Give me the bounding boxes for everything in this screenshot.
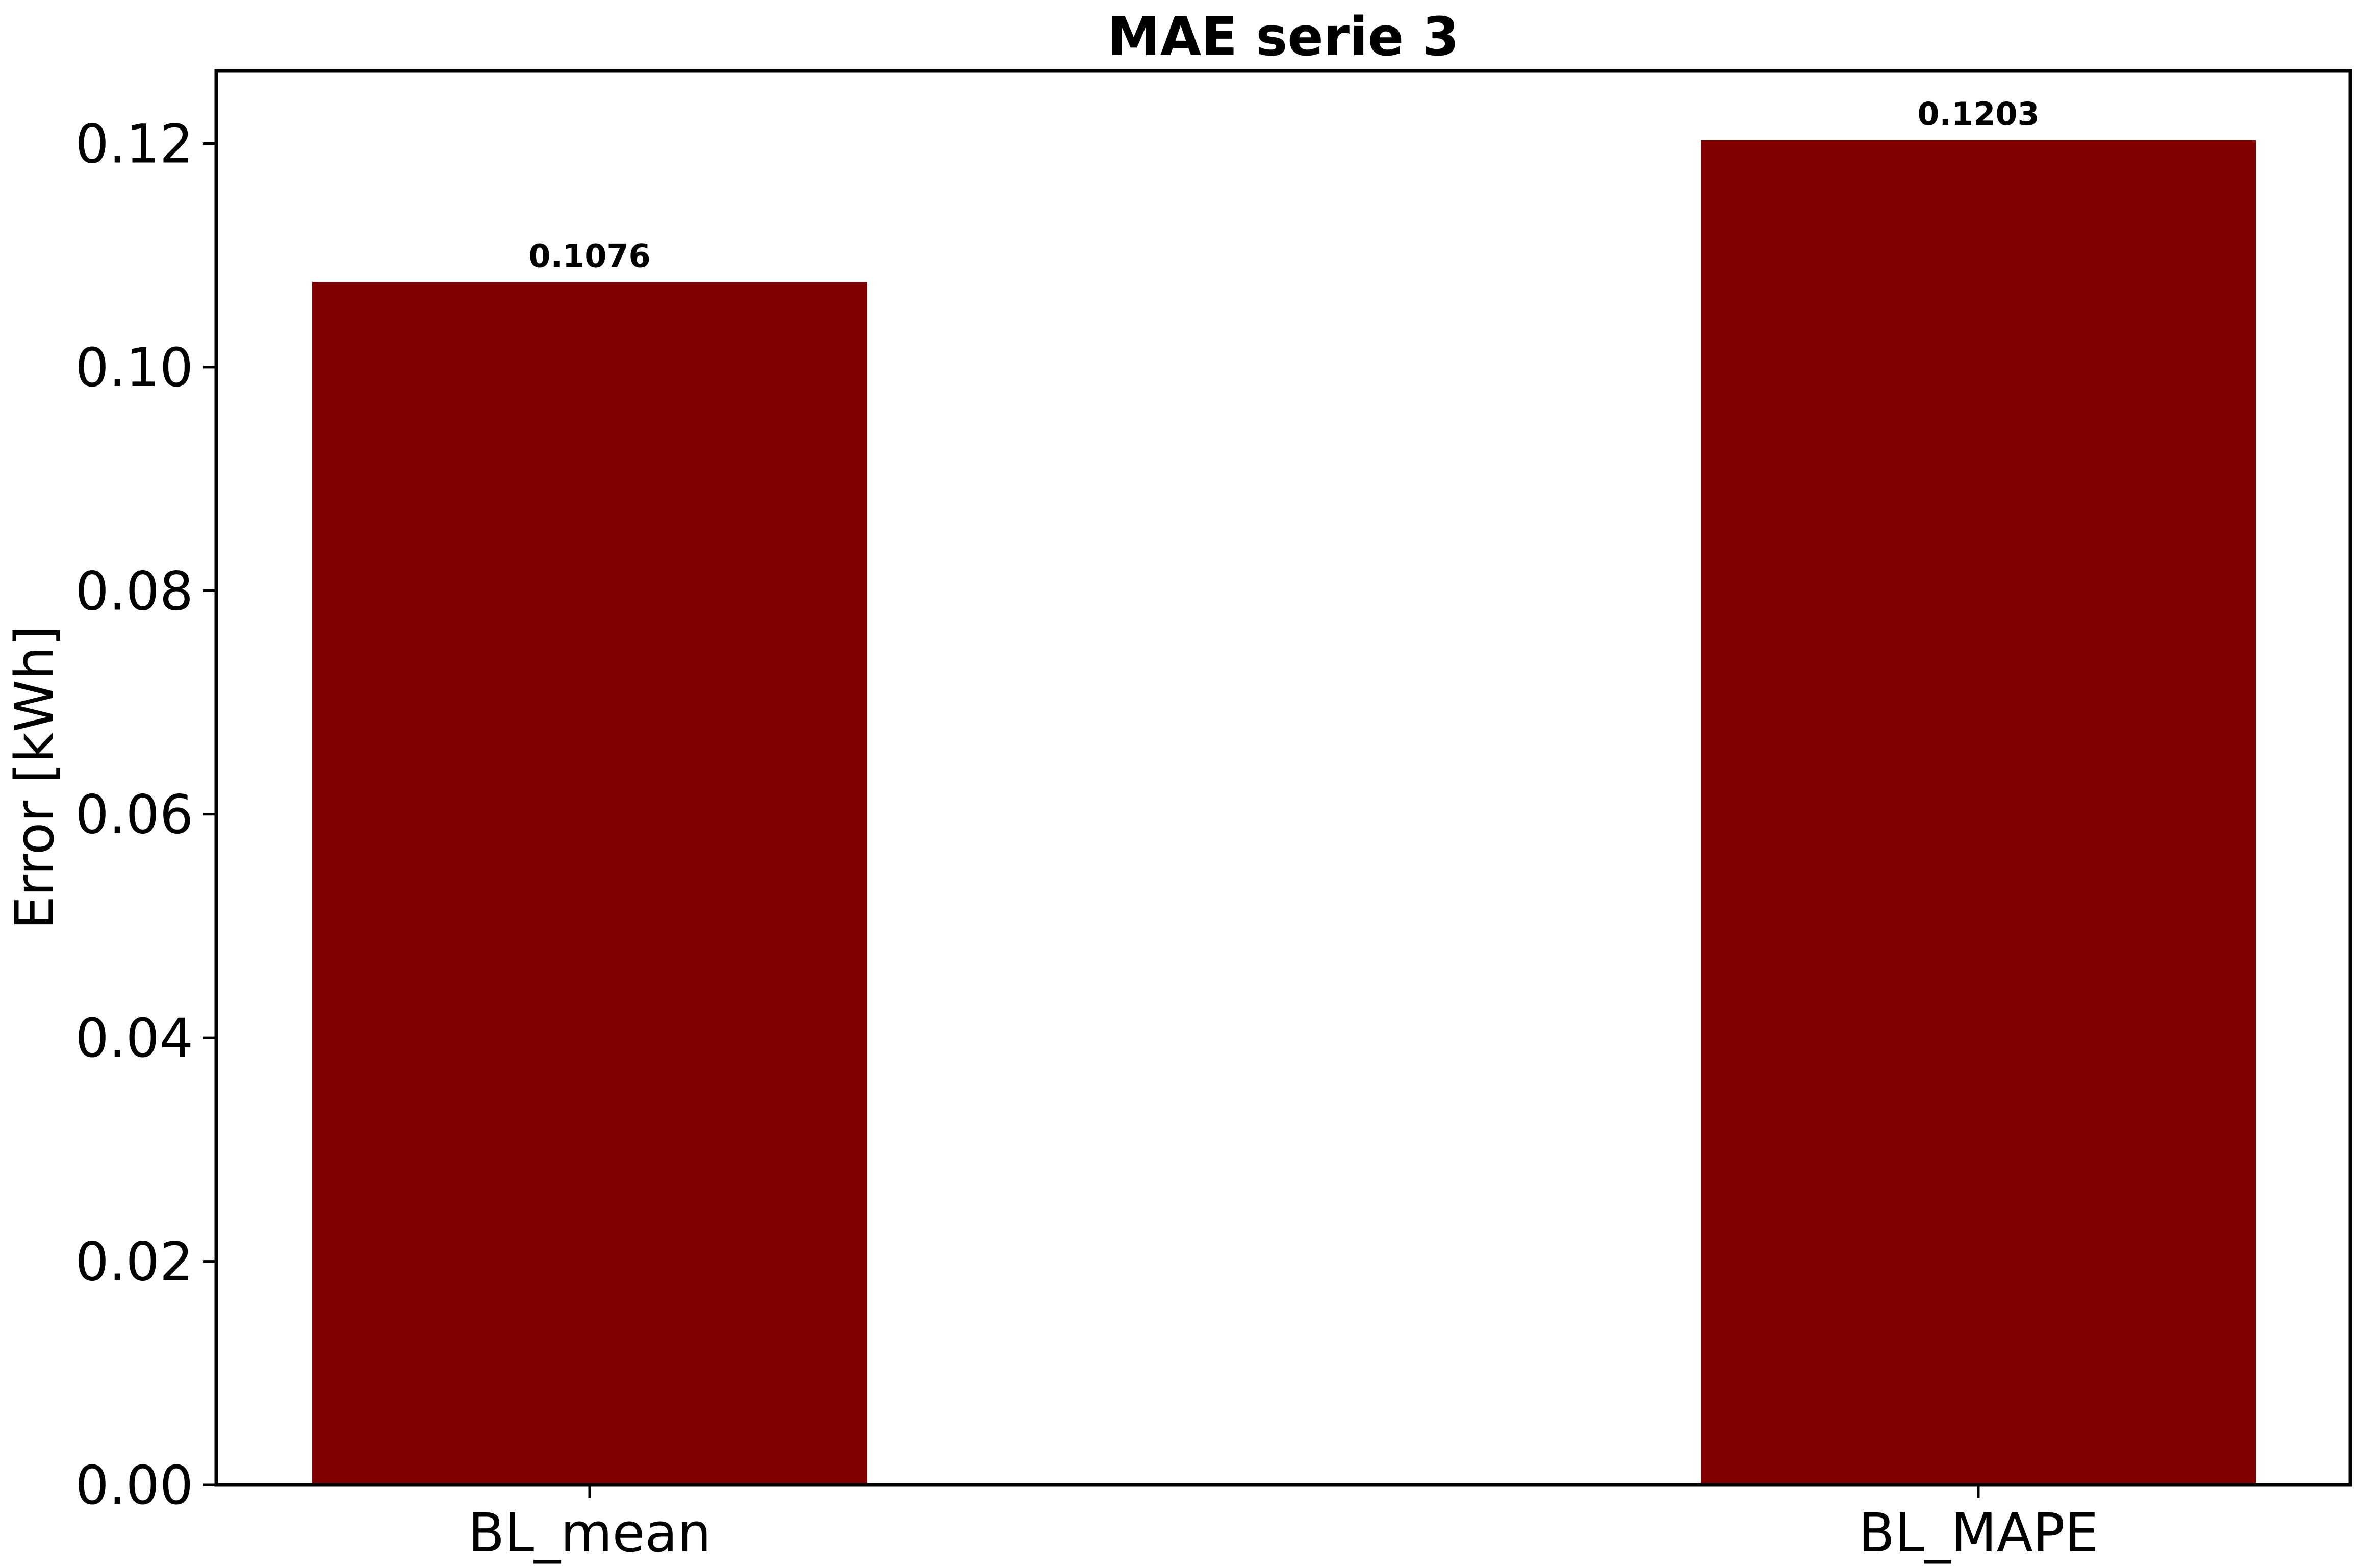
y-axis-ticks: 0.00 0.02 0.04 0.06 0.08 0.10 0.12 bbox=[75, 113, 216, 1516]
y-tick-label: 0.06 bbox=[75, 784, 193, 846]
bar-value-label: 0.1076 bbox=[528, 237, 650, 274]
bar-value-label: 0.1203 bbox=[1917, 95, 2039, 133]
chart-title: MAE serie 3 bbox=[1107, 6, 1459, 68]
bar-labels-group: 0.1076 0.1203 bbox=[528, 95, 2039, 274]
x-tick-label: BL_MAPE bbox=[1859, 1502, 2099, 1564]
bars-group bbox=[312, 140, 2256, 1485]
y-tick-label: 0.08 bbox=[75, 560, 193, 622]
y-tick-label: 0.10 bbox=[75, 337, 193, 399]
y-tick-label: 0.12 bbox=[75, 113, 193, 175]
x-axis-ticks: BL_mean BL_MAPE bbox=[468, 1485, 2098, 1564]
bar-BL_mean bbox=[312, 282, 867, 1485]
y-axis-label: Error [kWh] bbox=[4, 626, 66, 930]
bar-BL_MAPE bbox=[1701, 140, 2256, 1485]
y-tick-label: 0.00 bbox=[75, 1454, 193, 1516]
y-tick-label: 0.02 bbox=[75, 1231, 193, 1293]
plot-area-frame bbox=[214, 69, 2352, 1487]
y-tick-label: 0.04 bbox=[75, 1007, 193, 1069]
x-tick-label: BL_mean bbox=[468, 1502, 711, 1564]
